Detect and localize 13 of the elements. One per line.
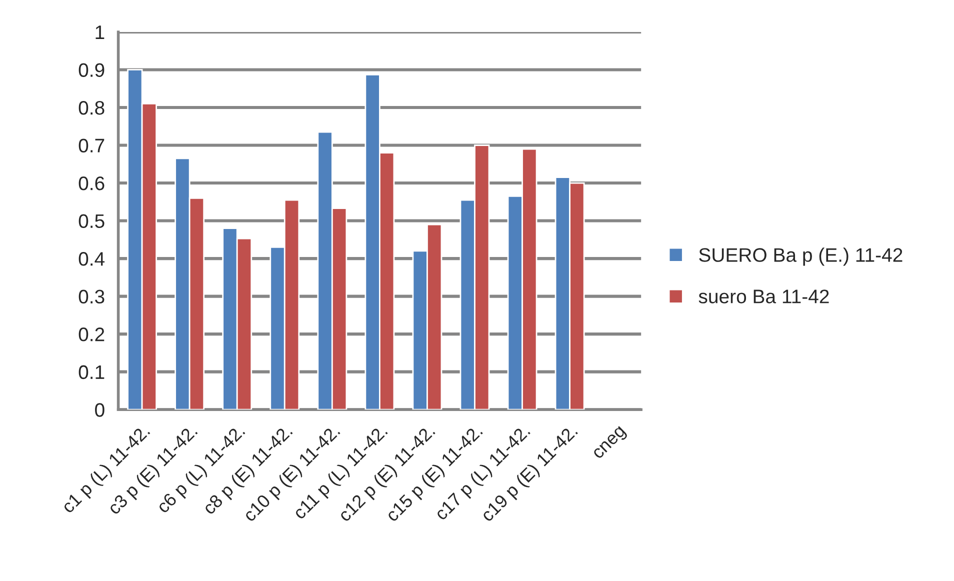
y-tick-label: 0	[95, 403, 104, 417]
legend-label: suero Ba 11-42	[698, 290, 829, 304]
y-tick-label: 0.3	[78, 290, 104, 304]
legend-label: SUERO Ba p (E.) 11-42	[699, 248, 902, 266]
y-tick-label: 0.7	[78, 138, 104, 152]
y-tick-label: 0.1	[78, 365, 104, 380]
y-tick-label: 0.5	[78, 214, 104, 228]
y-tick-label: 0.9	[78, 63, 104, 77]
y-tick-label: 1	[96, 26, 104, 39]
y-tick-label: 0.4	[78, 252, 105, 266]
y-tick-label: 0.2	[78, 328, 104, 342]
y-tick-label: 0.8	[78, 100, 104, 115]
y-tick-label: 0.6	[78, 176, 104, 190]
